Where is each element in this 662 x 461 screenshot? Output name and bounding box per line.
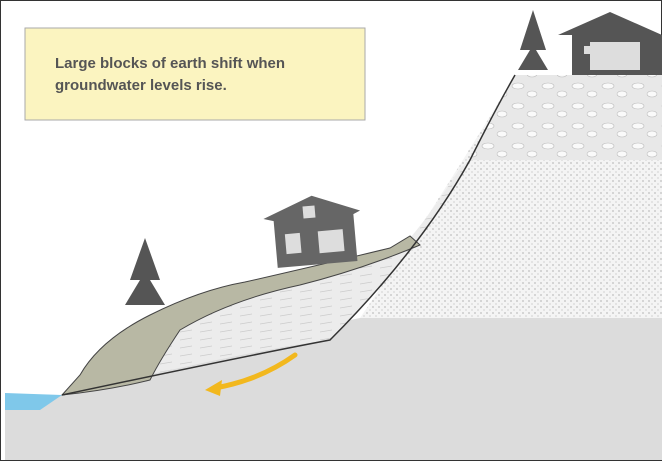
- landslide-diagram: Large blocks of earth shift when groundw…: [0, 0, 662, 461]
- caption-line: groundwater levels rise.: [55, 77, 227, 94]
- caption-line: Large blocks of earth shift when: [55, 55, 285, 72]
- caption-box: [25, 28, 365, 120]
